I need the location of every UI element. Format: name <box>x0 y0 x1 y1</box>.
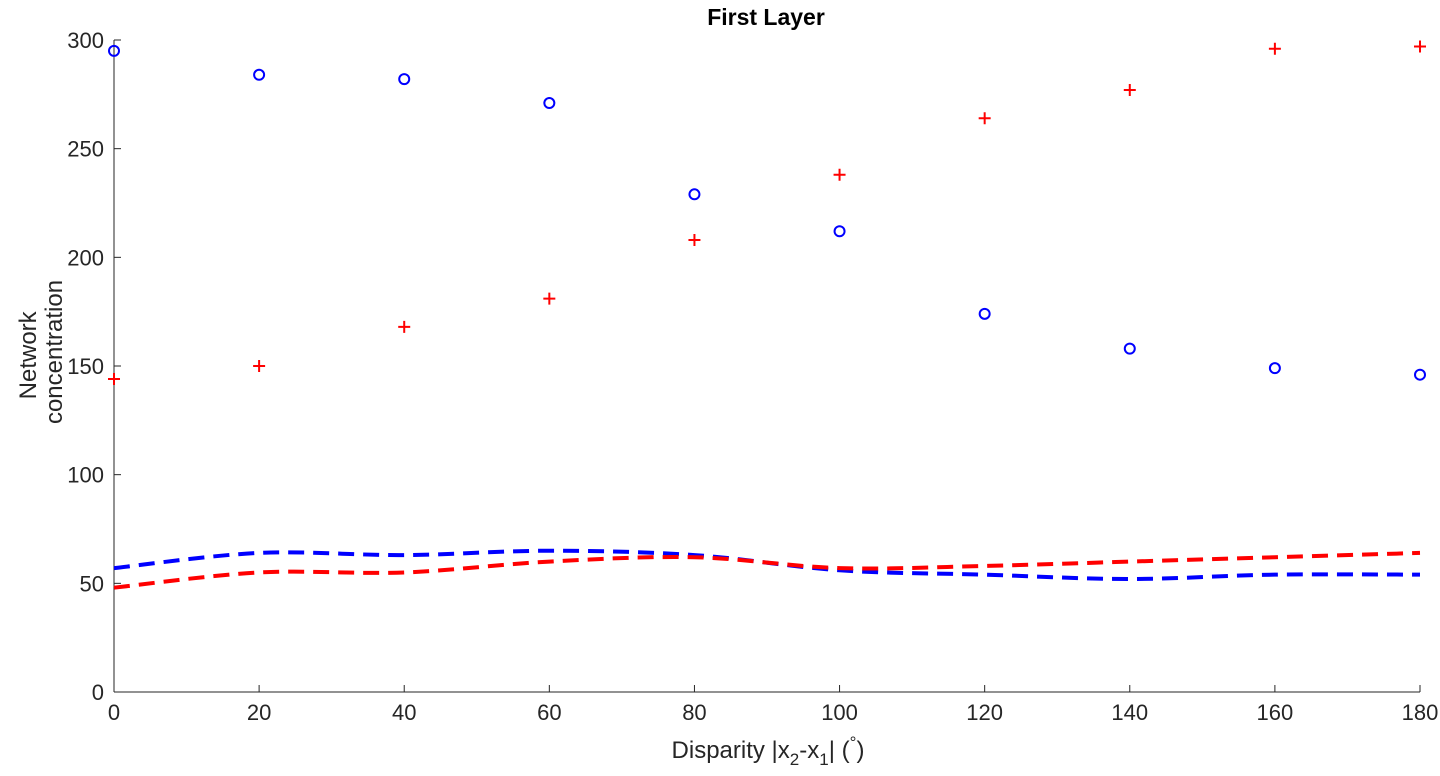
series-markers <box>108 40 1426 386</box>
plus-marker <box>108 373 120 386</box>
plus-marker <box>543 292 556 305</box>
x-tick-label: 60 <box>537 700 561 725</box>
circle-marker <box>1123 342 1136 355</box>
y-tick-label: 250 <box>67 137 104 162</box>
axes <box>113 40 1420 693</box>
x-tick-label: 0 <box>108 700 120 725</box>
y-tick-label: 300 <box>67 28 104 53</box>
ticks: 0 20 40 60 80 100 120 140 160 180 0 50 100 150 200 250 3… <box>67 28 1438 725</box>
plus-marker <box>1414 40 1426 53</box>
circle-marker <box>253 68 266 81</box>
chart-title: First Layer <box>707 4 825 30</box>
plus-marker <box>978 112 991 125</box>
x-axis-label: Disparity |x2-x1| (°) <box>672 733 865 769</box>
plus-marker <box>1268 42 1281 55</box>
x-label-mid: -x <box>799 737 819 764</box>
x-tick-label: 180 <box>1402 700 1439 725</box>
plus-marker <box>688 233 701 246</box>
x-tick-label: 40 <box>392 700 416 725</box>
y-axis-label: Network concentration <box>15 280 68 424</box>
series-3-dashed-line <box>113 550 1421 590</box>
x-label-prefix: Disparity |x <box>672 737 790 764</box>
x-tick-label: 20 <box>247 700 271 725</box>
plus-marker <box>833 168 846 181</box>
x-tick-label: 140 <box>1111 700 1148 725</box>
circle-marker <box>978 307 991 320</box>
plus-marker <box>253 360 266 372</box>
y-tick-label: 100 <box>67 463 104 488</box>
x-tick-label: 160 <box>1257 700 1294 725</box>
circle-marker <box>833 225 846 238</box>
x-tick-label: 120 <box>966 700 1003 725</box>
circle-marker <box>108 44 120 57</box>
y-tick-label: 50 <box>80 571 104 596</box>
circle-marker <box>398 73 411 86</box>
circle-marker <box>1414 368 1426 381</box>
x-label-suffix-close: ) <box>856 737 864 764</box>
x-label-degree: ° <box>850 733 857 752</box>
circle-marker <box>543 97 556 110</box>
plus-marker <box>398 320 411 333</box>
series-lines <box>113 548 1421 590</box>
x-tick-label: 80 <box>682 700 706 725</box>
series-2-dashed-line <box>113 548 1421 581</box>
circle-marker <box>688 188 701 201</box>
x-label-sub1: 2 <box>790 750 799 769</box>
x-tick-label: 100 <box>821 700 858 725</box>
plus-marker <box>1123 83 1136 96</box>
y-tick-label: 0 <box>92 680 104 705</box>
y-tick-label: 150 <box>67 354 104 379</box>
y-label-line-1: Network <box>15 310 42 399</box>
y-tick-label: 200 <box>67 245 104 270</box>
circle-marker <box>1268 362 1281 375</box>
x-label-sub2: 1 <box>819 750 828 769</box>
x-label-suffix-open: | ( <box>829 737 850 764</box>
y-label-line-2: concentration <box>41 280 68 424</box>
